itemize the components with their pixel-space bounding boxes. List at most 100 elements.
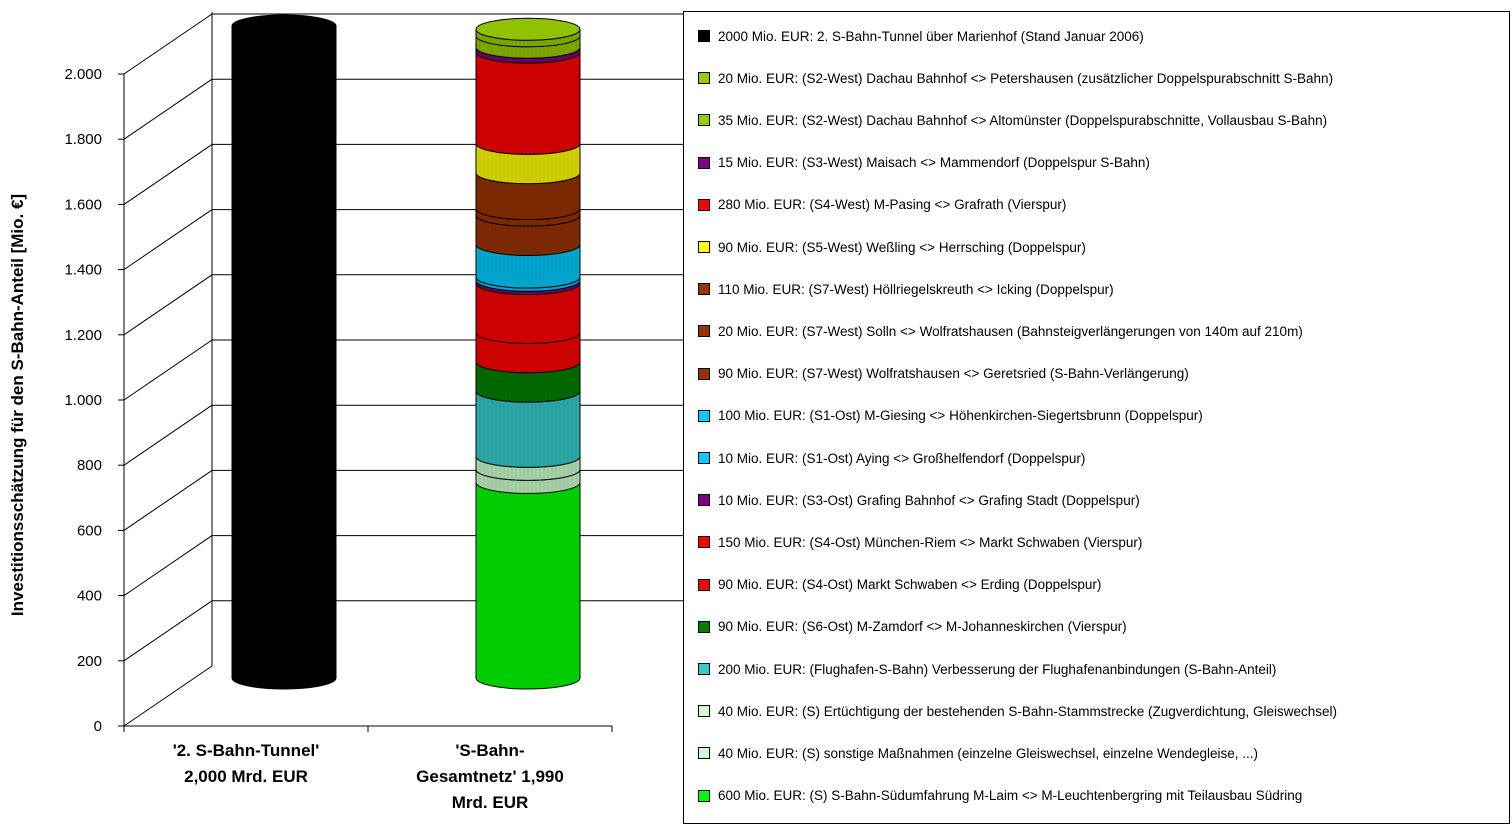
- legend-swatch: [698, 283, 710, 296]
- gridline: [123, 665, 213, 727]
- legend: 2000 Mio. EUR: 2. S-Bahn-Tunnel über Mar…: [683, 11, 1510, 824]
- bar-segment: [475, 482, 581, 690]
- bar-top-cap: [231, 14, 337, 38]
- legend-swatch: [698, 72, 710, 85]
- legend-label: 90 Mio. EUR: (S6-Ost) M-Zamdorf <> M-Joh…: [718, 619, 1127, 635]
- legend-swatch: [698, 30, 710, 42]
- legend-swatch: [698, 156, 710, 169]
- gridline: [123, 535, 683, 597]
- legend-item: 100 Mio. EUR: (S1-Ost) M-Giesing <> Höhe…: [698, 406, 1203, 426]
- bar-segment: [475, 47, 581, 64]
- legend-swatch: [698, 536, 710, 549]
- legend-item: 600 Mio. EUR: (S) S-Bahn-Südumfahrung M-…: [698, 786, 1302, 806]
- bar-segment: [475, 214, 581, 256]
- legend-swatch: [698, 705, 710, 718]
- legend-item: 10 Mio. EUR: (S1-Ost) Aying <> Großhelfe…: [698, 448, 1085, 468]
- y-axis-ticks: 0 200 400 600 800 1.000 1.200 1.400 1.600 1.800 2.…: [64, 66, 124, 735]
- legend-label: 2000 Mio. EUR: 2. S-Bahn-Tunnel über Mar…: [718, 28, 1144, 44]
- bar-segment: [475, 469, 581, 494]
- legend-label: 10 Mio. EUR: (S1-Ost) Aying <> Großhelfe…: [718, 450, 1086, 466]
- y-tick-label: 1.600: [64, 196, 102, 213]
- legend-label: 10 Mio. EUR: (S3-Ost) Grafing Bahnhof <>…: [718, 492, 1140, 508]
- legend-item: 150 Mio. EUR: (S4-Ost) München-Riem <> M…: [698, 532, 1142, 552]
- y-tick-label: 600: [77, 522, 102, 539]
- legend-item: 10 Mio. EUR: (S3-Ost) Grafing Bahnhof <>…: [698, 490, 1140, 510]
- x-category-label: '2. S-Bahn-Tunnel' 2,000 Mrd. EUR: [173, 741, 320, 786]
- legend-swatch: [698, 747, 710, 760]
- legend-label: 40 Mio. EUR: (S) sonstige Maßnahmen (ein…: [718, 745, 1258, 761]
- legend-label: 600 Mio. EUR: (S) S-Bahn-Südumfahrung M-…: [718, 788, 1303, 804]
- legend-label: 90 Mio. EUR: (S5-West) Weßling <> Herrsc…: [718, 239, 1086, 255]
- legend-swatch: [698, 578, 710, 591]
- y-tick-label: 0: [94, 718, 102, 735]
- y-tick-label: 1.400: [64, 262, 102, 279]
- bar-segment: [475, 283, 581, 344]
- legend-swatch: [698, 367, 710, 380]
- legend-label: 20 Mio. EUR: (S7-West) Solln <> Wolfrats…: [718, 323, 1303, 339]
- gridline: [123, 143, 683, 205]
- legend-item: 90 Mio. EUR: (S7-West) Wolfratshausen <>…: [698, 364, 1189, 384]
- legend-item: 20 Mio. EUR: (S7-West) Solln <> Wolfrats…: [698, 321, 1303, 341]
- legend-label: 90 Mio. EUR: (S4-Ost) Markt Schwaben <> …: [718, 577, 1102, 593]
- legend-item: 2000 Mio. EUR: 2. S-Bahn-Tunnel über Mar…: [698, 26, 1144, 46]
- legend-item: 40 Mio. EUR: (S) Ertüchtigung der besteh…: [698, 701, 1337, 721]
- legend-item: 15 Mio. EUR: (S3-West) Maisach <> Mammen…: [698, 153, 1150, 173]
- bars: [231, 14, 581, 690]
- bar-segment: [475, 208, 581, 227]
- legend-swatch: [698, 620, 710, 633]
- legend-label: 40 Mio. EUR: (S) Ertüchtigung der besteh…: [718, 703, 1338, 719]
- bar-segment: [475, 143, 581, 185]
- gridline: [123, 339, 683, 401]
- legend-label: 15 Mio. EUR: (S3-West) Maisach <> Mammen…: [718, 155, 1150, 171]
- y-tick-label: 1.800: [64, 131, 102, 148]
- legend-label: 110 Mio. EUR: (S7-West) Höllriegelskreut…: [718, 281, 1114, 297]
- y-tick-label: 200: [77, 653, 102, 670]
- bar-segment: [231, 25, 337, 690]
- gridline: [123, 274, 683, 336]
- gridline: [123, 209, 683, 271]
- gridline: [123, 78, 683, 140]
- legend-swatch: [698, 452, 710, 464]
- y-axis-title: Investitionsschätzung für den S-Bahn-Ant…: [8, 194, 27, 616]
- legend-swatch: [698, 325, 710, 338]
- bar-segment: [475, 244, 581, 289]
- legend-item: 90 Mio. EUR: (S6-Ost) M-Zamdorf <> M-Joh…: [698, 617, 1127, 637]
- legend-swatch: [698, 663, 710, 675]
- legend-item: 35 Mio. EUR: (S2-West) Dachau Bahnhof <>…: [698, 110, 1327, 130]
- gridline: [123, 404, 683, 466]
- legend-swatch: [698, 241, 710, 253]
- legend-label: 150 Mio. EUR: (S4-Ost) München-Riem <> M…: [718, 534, 1143, 550]
- legend-label: 35 Mio. EUR: (S2-West) Dachau Bahnhof <>…: [718, 112, 1328, 128]
- y-tick-label: 400: [77, 588, 102, 605]
- legend-item: 40 Mio. EUR: (S) sonstige Maßnahmen (ein…: [698, 743, 1258, 763]
- legend-item: 200 Mio. EUR: (Flughafen-S-Bahn) Verbess…: [698, 659, 1276, 679]
- legend-item: 90 Mio. EUR: (S4-Ost) Markt Schwaben <> …: [698, 575, 1101, 595]
- y-tick-label: 1.200: [64, 327, 102, 344]
- bar-segment: [475, 361, 581, 403]
- bar-segment: [475, 51, 581, 155]
- legend-label: 90 Mio. EUR: (S7-West) Wolfratshausen <>…: [718, 366, 1189, 382]
- gridline: [123, 600, 683, 662]
- gridlines: [123, 13, 683, 727]
- legend-label: 200 Mio. EUR: (Flughafen-S-Bahn) Verbess…: [718, 661, 1277, 677]
- x-axis-category-labels: '2. S-Bahn-Tunnel' 2,000 Mrd. EUR 'S-Bahn-…: [173, 741, 564, 812]
- legend-swatch: [698, 409, 710, 422]
- bar-segment: [475, 332, 581, 374]
- legend-label: 100 Mio. EUR: (S1-Ost) M-Giesing <> Höhe…: [718, 408, 1203, 424]
- legend-item: 20 Mio. EUR: (S2-West) Dachau Bahnhof <>…: [698, 68, 1333, 88]
- y-tick-label: 1.000: [64, 392, 102, 409]
- legend-label: 20 Mio. EUR: (S2-West) Dachau Bahnhof <>…: [718, 70, 1334, 86]
- legend-swatch: [698, 198, 710, 211]
- legend-item: 110 Mio. EUR: (S7-West) Höllriegelskreut…: [698, 279, 1114, 299]
- y-tick-label: 2.000: [64, 66, 102, 83]
- chart-plot-area: 0 200 400 600 800 1.000 1.200 1.400 1.600 1.800 2.…: [8, 12, 683, 812]
- gridline: [123, 469, 683, 531]
- legend-swatch: [698, 114, 710, 127]
- bar-top-cap: [475, 17, 581, 41]
- bar-segment: [475, 391, 581, 468]
- legend-label: 280 Mio. EUR: (S4-West) M-Pasing <> Graf…: [718, 197, 1067, 213]
- y-tick-label: 800: [77, 457, 102, 474]
- legend-item: 90 Mio. EUR: (S5-West) Weßling <> Herrsc…: [698, 237, 1086, 257]
- gridline: [123, 13, 683, 75]
- legend-item: 280 Mio. EUR: (S4-West) M-Pasing <> Graf…: [698, 195, 1066, 215]
